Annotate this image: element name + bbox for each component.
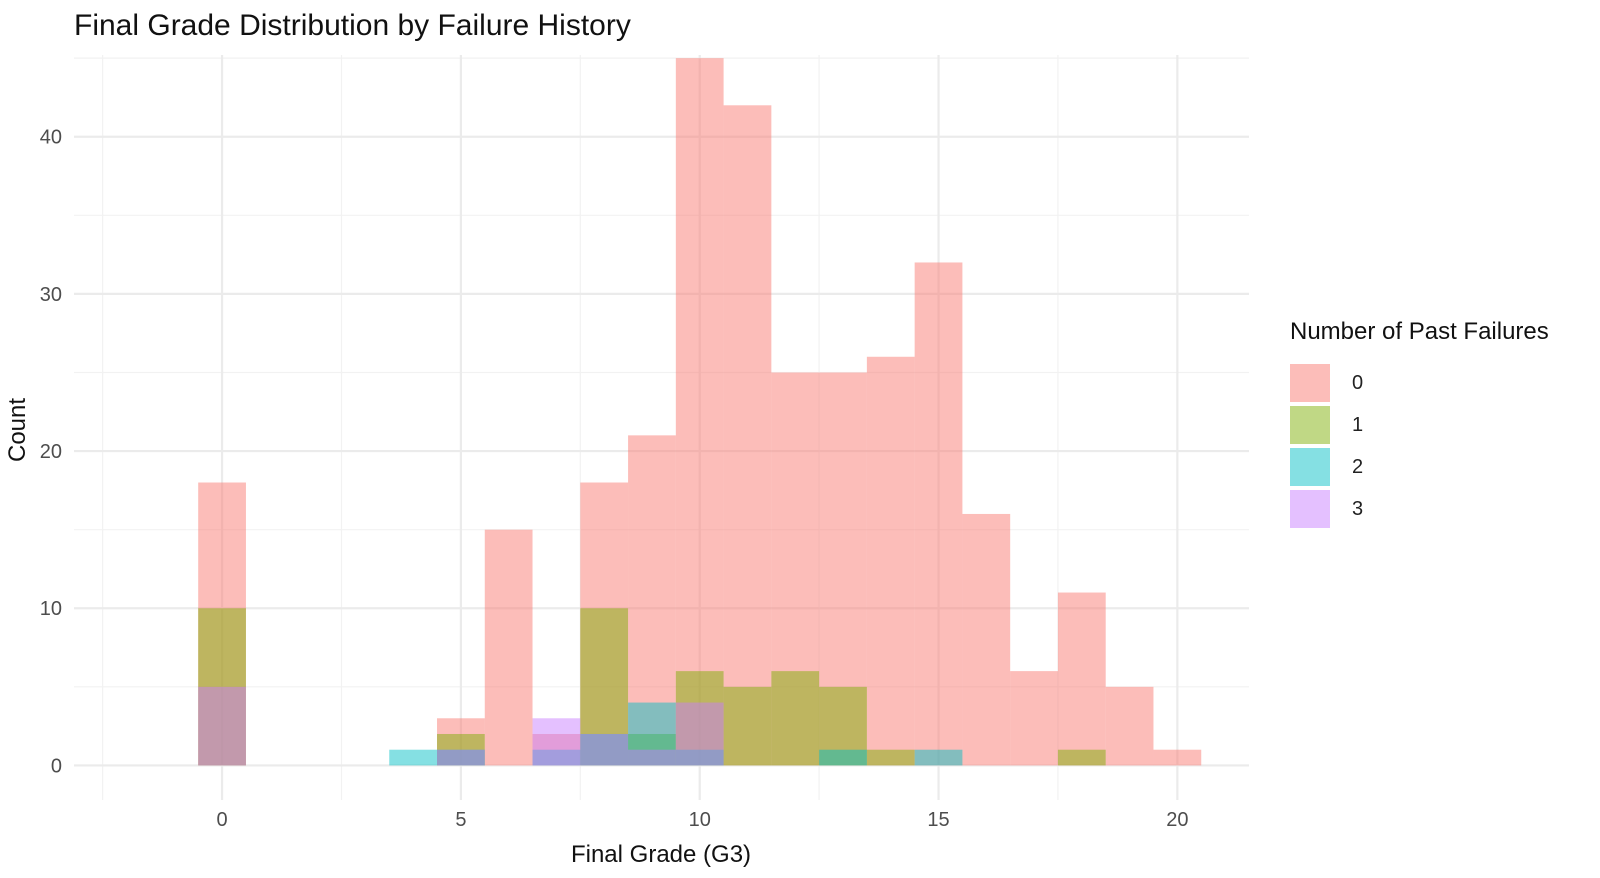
bar-failures-2-grade-8 (580, 733, 629, 766)
y-tick-label: 30 (40, 284, 62, 306)
bar-failures-1-grade-0 (198, 608, 246, 766)
bar-failures-3-grade-8 (580, 733, 629, 766)
bar-failures-3-grade-0 (198, 686, 246, 766)
bar-failures-1-grade-10 (675, 671, 724, 766)
legend-label: 1 (1352, 413, 1364, 436)
legend: Number of Past Failures 0 1 2 3 (1290, 318, 1549, 530)
legend-items: 0 1 2 3 (1290, 362, 1549, 530)
x-tick-label: 5 (455, 809, 466, 831)
legend-item-3: 3 (1290, 488, 1549, 530)
y-tick-label: 10 (40, 598, 62, 620)
legend-item-1: 1 (1290, 404, 1549, 446)
bar-failures-0-grade-0 (198, 482, 246, 766)
bar-failures-0-grade-17 (1010, 671, 1058, 766)
bar-failures-3-grade-7 (532, 718, 581, 766)
tick-labels: 0 5 10 15 20 0 10 20 30 40 (40, 127, 1189, 831)
legend-swatch (1290, 406, 1330, 444)
legend-item-0: 0 (1290, 362, 1549, 404)
chart-title: Final Grade Distribution by Failure Hist… (74, 9, 631, 42)
legend-label: 0 (1352, 371, 1364, 394)
bar-failures-1-grade-18 (1057, 749, 1106, 766)
bar-failures-0-grade-5 (437, 718, 485, 766)
bar-failures-0-grade-15 (914, 262, 963, 766)
y-tick-label: 40 (40, 127, 62, 149)
bar-failures-0-grade-10 (675, 58, 724, 766)
x-tick-label: 10 (689, 809, 711, 831)
bar-failures-1-grade-14 (866, 749, 915, 766)
bars (198, 58, 1202, 766)
legend-label: 3 (1352, 497, 1364, 520)
bar-failures-1-grade-9 (628, 733, 676, 766)
bar-failures-1-grade-5 (437, 733, 485, 766)
bar-failures-3-grade-9 (628, 749, 676, 766)
bar-failures-2-grade-10 (675, 749, 724, 766)
bar-failures-2-grade-4 (389, 749, 438, 766)
legend-swatch (1290, 490, 1330, 528)
legend-item-2: 2 (1290, 446, 1549, 488)
bar-failures-0-grade-6 (484, 529, 533, 766)
bar-failures-0-grade-20 (1153, 749, 1202, 766)
x-axis-label: Final Grade (G3) (571, 841, 751, 868)
bar-failures-2-grade-9 (628, 702, 676, 766)
bar-failures-2-grade-13 (819, 749, 867, 766)
bar-failures-0-grade-9 (628, 435, 676, 766)
bar-failures-2-grade-15 (914, 749, 963, 766)
bar-failures-1-grade-12 (771, 671, 820, 766)
bar-failures-3-grade-5 (437, 749, 485, 766)
bar-failures-0-grade-13 (819, 372, 867, 766)
bar-failures-1-grade-8 (580, 608, 629, 766)
legend-label: 2 (1352, 455, 1364, 478)
bar-failures-1-grade-11 (723, 686, 772, 766)
bar-failures-0-grade-12 (771, 372, 820, 766)
grid (74, 55, 1249, 800)
bar-failures-0-grade-19 (1105, 686, 1154, 766)
bar-failures-3-grade-10 (675, 702, 724, 766)
bar-failures-0-grade-18 (1057, 592, 1106, 766)
y-tick-label: 20 (40, 441, 62, 463)
bar-failures-0-grade-11 (723, 105, 772, 766)
x-tick-label: 15 (927, 809, 949, 831)
bar-failures-0-grade-8 (580, 482, 629, 766)
legend-title: Number of Past Failures (1290, 318, 1549, 345)
bar-failures-0-grade-14 (866, 356, 915, 766)
bar-failures-2-grade-7 (532, 749, 581, 766)
bar-failures-0-grade-16 (962, 513, 1011, 766)
bar-failures-1-grade-13 (819, 686, 867, 766)
y-tick-label: 0 (51, 755, 62, 777)
x-tick-label: 0 (217, 809, 228, 831)
legend-swatch (1290, 364, 1330, 402)
y-axis-label: Count (4, 398, 31, 462)
legend-swatch (1290, 448, 1330, 486)
x-tick-label: 20 (1166, 809, 1188, 831)
bar-failures-2-grade-5 (437, 749, 485, 766)
bar-failures-0-grade-7 (532, 733, 581, 766)
